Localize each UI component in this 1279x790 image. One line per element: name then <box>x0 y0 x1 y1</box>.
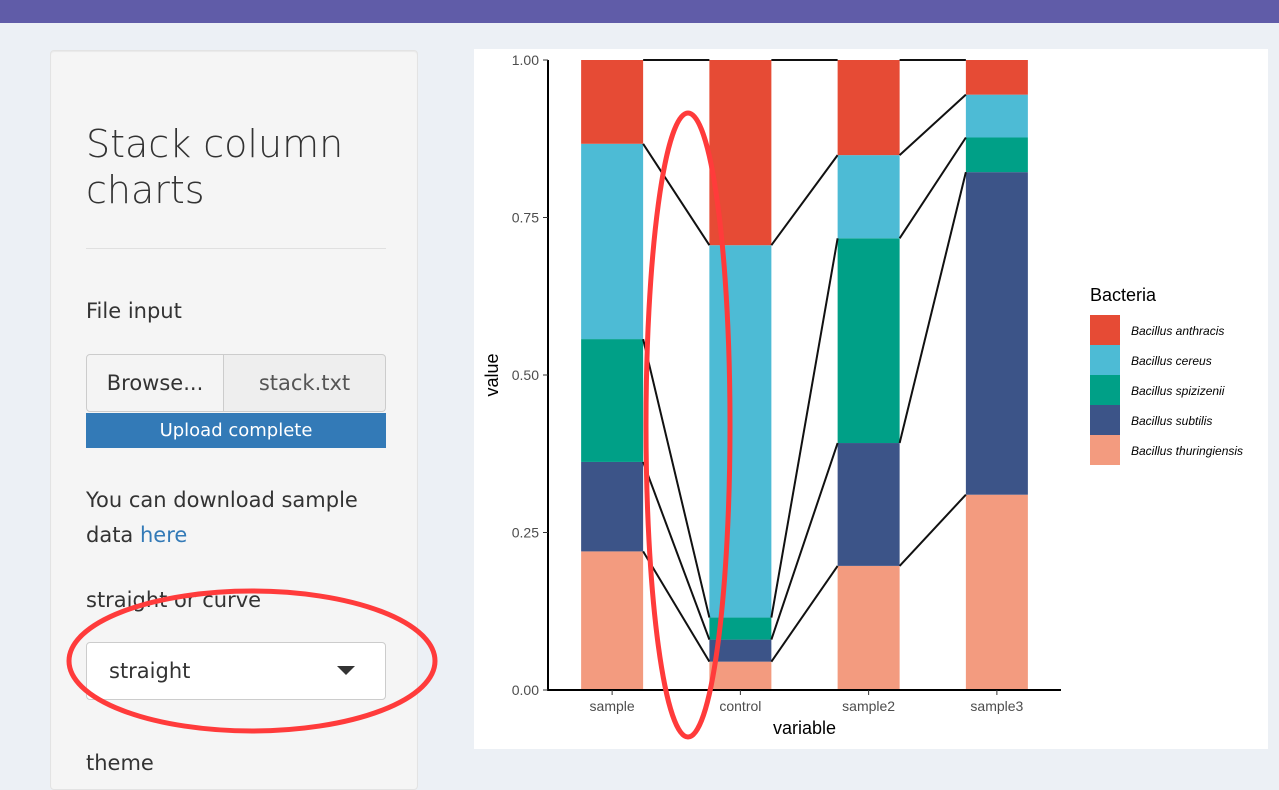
bar-segment <box>837 238 900 444</box>
bar-segment <box>709 245 772 618</box>
connector-line <box>642 550 711 663</box>
legend-swatch <box>1090 345 1120 375</box>
upload-progress-bar: Upload complete <box>86 413 386 448</box>
legend-swatch <box>1090 405 1120 435</box>
help-text: You can download sample data here <box>86 483 386 553</box>
connector-line <box>770 442 839 640</box>
x-tick-label: sample <box>590 698 635 714</box>
file-name-field[interactable]: stack.txt <box>224 354 386 412</box>
chevron-down-icon <box>337 666 355 675</box>
bar-segment <box>581 461 644 552</box>
bar-segment <box>965 137 1028 173</box>
x-tick-label: sample3 <box>970 698 1023 714</box>
connector-line <box>770 154 839 246</box>
x-axis-title: variable <box>773 718 836 738</box>
bar-segment <box>837 565 900 690</box>
top-navbar <box>0 0 1279 23</box>
bar-segment <box>581 60 644 144</box>
browse-button[interactable]: Browse... <box>86 354 224 412</box>
bar-segment <box>581 143 644 340</box>
legend-label: Bacillus cereus <box>1131 354 1212 368</box>
y-axis-title: value <box>482 353 502 396</box>
bar-segment <box>965 94 1028 138</box>
legend-title: Bacteria <box>1090 285 1157 305</box>
bar-segment <box>965 172 1028 495</box>
y-tick-label: 0.50 <box>512 367 539 383</box>
x-tick-label: control <box>719 698 761 714</box>
bar-segment <box>965 494 1028 690</box>
connector-line <box>642 461 711 640</box>
style-select-label: straight or curve <box>86 588 262 612</box>
bar-segment <box>709 661 772 690</box>
legend-label: Bacillus anthracis <box>1131 324 1224 338</box>
title-divider <box>86 248 386 249</box>
download-sample-link[interactable]: here <box>139 523 188 547</box>
bar-segment <box>837 155 900 239</box>
bar-segment <box>581 551 644 690</box>
connector-line <box>642 338 711 618</box>
y-tick-label: 1.00 <box>512 52 539 68</box>
connector-line <box>770 238 839 618</box>
legend-swatch <box>1090 435 1120 465</box>
connector-line <box>642 143 711 246</box>
bar-segment <box>581 339 644 462</box>
file-input-label: File input <box>86 299 182 323</box>
bar-segment <box>709 617 772 640</box>
y-tick-label: 0.25 <box>512 525 539 541</box>
connector-line <box>898 494 967 567</box>
stacked-column-chart: 0.00 0.25 0.50 0.75 1.00 sample control sample2… <box>482 52 1243 738</box>
connector-line <box>898 136 967 239</box>
bar-segment <box>709 639 772 662</box>
connector-line <box>898 93 967 156</box>
x-tick-label: sample2 <box>842 698 895 714</box>
legend-label: Bacillus spizizenii <box>1131 384 1225 398</box>
bar-segment <box>837 60 900 156</box>
y-tick-label: 0.00 <box>512 682 539 698</box>
bar-segment <box>709 60 772 246</box>
theme-select-label: theme <box>86 751 154 775</box>
help-text-prefix: You can download sample data <box>86 488 358 547</box>
bar-segment <box>965 60 1028 95</box>
file-input-group: Browse... stack.txt <box>86 354 386 412</box>
page-title: Stack column charts <box>86 122 344 212</box>
legend-label: Bacillus subtilis <box>1131 414 1212 428</box>
style-select-value: straight <box>109 659 191 683</box>
legend-swatch <box>1090 375 1120 405</box>
connector-line <box>770 565 839 663</box>
sidebar-panel: Stack column charts File input Browse...… <box>50 50 418 790</box>
bar-segment <box>837 443 900 566</box>
y-tick-label: 0.75 <box>512 210 539 226</box>
connector-line <box>898 171 967 444</box>
legend-label: Bacillus thuringiensis <box>1131 444 1243 458</box>
legend-swatch <box>1090 315 1120 345</box>
style-select[interactable]: straight <box>86 642 386 700</box>
plot-panel: 0.00 0.25 0.50 0.75 1.00 sample control sample2… <box>474 49 1268 749</box>
